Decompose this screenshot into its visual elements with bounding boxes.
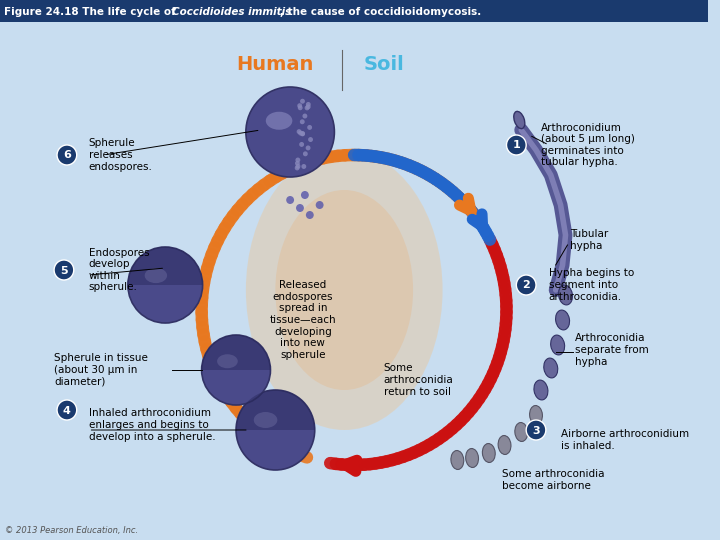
Circle shape: [236, 390, 315, 470]
Ellipse shape: [466, 449, 479, 468]
Text: Arthroconidia
separate from
hypha: Arthroconidia separate from hypha: [575, 333, 649, 367]
Text: Spherule in tissue
(about 30 μm in
diameter): Spherule in tissue (about 30 μm in diame…: [54, 353, 148, 387]
Circle shape: [300, 131, 305, 137]
Circle shape: [295, 158, 300, 163]
Ellipse shape: [145, 268, 167, 283]
Ellipse shape: [498, 436, 511, 455]
Ellipse shape: [253, 412, 277, 428]
Text: Coccidioides immitis: Coccidioides immitis: [172, 7, 292, 17]
Circle shape: [295, 161, 300, 166]
Text: Spherule
releases
endospores.: Spherule releases endospores.: [89, 138, 153, 172]
Text: Endospores
develop
within
spherule.: Endospores develop within spherule.: [89, 248, 149, 292]
Wedge shape: [202, 335, 271, 370]
Circle shape: [305, 105, 310, 110]
Text: 4: 4: [63, 406, 71, 415]
Text: Soil: Soil: [363, 56, 404, 75]
Text: Hypha begins to
segment into
arthroconidia.: Hypha begins to segment into arthroconid…: [549, 268, 634, 302]
Ellipse shape: [514, 111, 525, 129]
Ellipse shape: [556, 310, 570, 330]
Bar: [0, 0, 708, 22]
Circle shape: [300, 142, 304, 147]
Circle shape: [294, 165, 300, 171]
Circle shape: [298, 131, 303, 136]
Ellipse shape: [544, 358, 558, 378]
Ellipse shape: [246, 150, 443, 430]
Circle shape: [301, 191, 309, 199]
Circle shape: [202, 335, 271, 405]
Text: Human: Human: [237, 56, 314, 75]
Ellipse shape: [275, 190, 413, 390]
Circle shape: [297, 129, 302, 134]
Circle shape: [300, 99, 305, 104]
Ellipse shape: [515, 422, 528, 442]
Circle shape: [54, 260, 73, 280]
Circle shape: [302, 113, 307, 118]
Text: Inhaled arthroconidium
enlarges and begins to
develop into a spherule.: Inhaled arthroconidium enlarges and begi…: [89, 408, 215, 442]
Circle shape: [526, 420, 546, 440]
Circle shape: [287, 196, 294, 204]
Text: Tubular
hypha: Tubular hypha: [570, 229, 608, 251]
Ellipse shape: [266, 112, 292, 130]
Circle shape: [300, 119, 305, 124]
Circle shape: [246, 87, 334, 177]
Wedge shape: [128, 247, 202, 285]
Circle shape: [296, 164, 300, 169]
Text: Arthroconidium
(about 5 μm long)
germinates into
tubular hypha.: Arthroconidium (about 5 μm long) germina…: [541, 123, 635, 167]
Text: 3: 3: [532, 426, 540, 435]
Ellipse shape: [217, 354, 238, 368]
Circle shape: [296, 204, 304, 212]
Circle shape: [306, 145, 310, 151]
Text: , the cause of coccidioidomycosis.: , the cause of coccidioidomycosis.: [280, 7, 482, 17]
Ellipse shape: [534, 380, 548, 400]
Text: Figure 24.18 The life cycle of: Figure 24.18 The life cycle of: [4, 7, 179, 17]
Text: 5: 5: [60, 266, 68, 275]
Circle shape: [516, 275, 536, 295]
Circle shape: [57, 145, 77, 165]
Text: 2: 2: [522, 280, 530, 291]
Ellipse shape: [559, 285, 572, 305]
Circle shape: [128, 247, 202, 323]
Circle shape: [300, 131, 305, 136]
Circle shape: [506, 135, 526, 155]
Circle shape: [302, 164, 306, 169]
Circle shape: [298, 105, 302, 110]
Circle shape: [315, 201, 323, 209]
Text: © 2013 Pearson Education, Inc.: © 2013 Pearson Education, Inc.: [5, 526, 138, 535]
Wedge shape: [236, 390, 315, 430]
Ellipse shape: [530, 406, 542, 424]
Text: Airborne arthroconidium
is inhaled.: Airborne arthroconidium is inhaled.: [561, 429, 689, 451]
Text: Figure 24.18 The life cycle of Coccidioides immitis, the cause of coccidioidomyc: Figure 24.18 The life cycle of Coccidioi…: [4, 7, 502, 17]
Circle shape: [306, 211, 314, 219]
Text: 1: 1: [513, 140, 521, 151]
Text: Released
endospores
spread in
tissue—each
developing
into new
spherule: Released endospores spread in tissue—eac…: [269, 280, 336, 360]
Text: Figure 24.18 The life cycle of: Figure 24.18 The life cycle of: [4, 7, 179, 17]
Circle shape: [297, 103, 302, 108]
Ellipse shape: [451, 450, 464, 469]
Circle shape: [57, 400, 77, 420]
Text: Some arthroconidia
become airborne: Some arthroconidia become airborne: [502, 469, 604, 491]
Circle shape: [308, 137, 313, 142]
Text: Some
arthroconidia
return to soil: Some arthroconidia return to soil: [384, 363, 454, 396]
Circle shape: [303, 151, 307, 156]
Circle shape: [307, 125, 312, 130]
Circle shape: [306, 102, 311, 107]
Text: 6: 6: [63, 151, 71, 160]
Circle shape: [306, 104, 310, 109]
Ellipse shape: [482, 443, 495, 462]
Ellipse shape: [551, 335, 564, 355]
